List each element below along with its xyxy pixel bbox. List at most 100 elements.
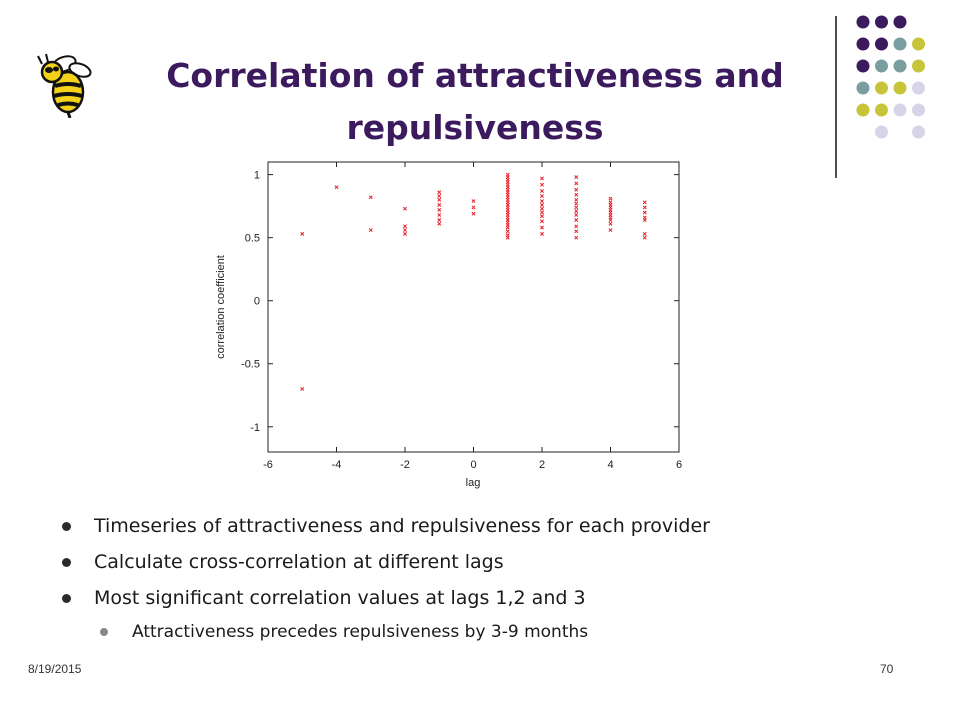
data-point xyxy=(403,228,407,233)
data-point xyxy=(608,228,613,233)
decorative-dot xyxy=(893,59,907,73)
data-point xyxy=(540,206,544,211)
data-point xyxy=(540,199,544,204)
slide-title: Correlation of attractiveness and repuls… xyxy=(150,50,800,154)
decorative-dot xyxy=(856,37,870,51)
data-point xyxy=(642,205,647,210)
data-point xyxy=(403,206,407,211)
data-point xyxy=(574,213,579,217)
data-point xyxy=(574,229,579,234)
data-point xyxy=(574,192,579,197)
bullet-item: Timeseries of attractiveness and repulsi… xyxy=(56,508,936,544)
decorative-dot xyxy=(912,103,925,117)
page-number: 70 xyxy=(880,662,894,676)
x-tick-label: -4 xyxy=(332,459,342,471)
data-point xyxy=(608,196,613,201)
data-point xyxy=(437,218,442,222)
decorative-dot xyxy=(856,59,870,73)
slide-title-line-2: repulsiveness xyxy=(346,108,604,147)
data-point xyxy=(437,197,442,202)
data-point xyxy=(540,182,544,187)
y-tick-label: 0.5 xyxy=(245,233,260,245)
decorative-dot xyxy=(912,125,925,139)
data-point xyxy=(437,194,442,198)
data-point xyxy=(334,185,339,190)
decorative-dot xyxy=(875,103,888,117)
data-point xyxy=(540,194,544,198)
y-tick-label: -0.5 xyxy=(241,359,260,371)
data-point xyxy=(608,221,613,226)
data-point xyxy=(368,195,373,200)
data-point xyxy=(437,202,442,207)
sub-bullet-item: Attractiveness precedes repulsiveness by… xyxy=(56,616,936,648)
decorative-dot xyxy=(875,125,888,139)
data-point xyxy=(574,205,579,210)
data-point xyxy=(540,219,544,224)
data-point xyxy=(642,235,647,240)
data-point xyxy=(437,213,442,217)
bullet-list: Timeseries of attractiveness and repulsi… xyxy=(56,508,936,648)
x-tick-label: 2 xyxy=(539,459,545,471)
data-point xyxy=(540,225,544,230)
y-tick-label: 0 xyxy=(254,296,260,308)
decorative-dot xyxy=(875,59,888,73)
y-tick-label: 1 xyxy=(254,170,260,182)
data-point xyxy=(540,176,544,181)
data-point xyxy=(642,210,647,215)
data-point xyxy=(471,199,476,204)
data-point xyxy=(540,214,544,219)
data-point xyxy=(574,181,579,186)
x-tick-label: 0 xyxy=(470,459,476,471)
scatter-chart: -1 -0.5 0 0.5 1 -6 -4 -2 0 2 4 6 correlation coeff… xyxy=(212,158,702,493)
data-point xyxy=(574,218,579,222)
footer-date: 8/19/2015 xyxy=(28,662,82,676)
data-point xyxy=(540,210,544,215)
data-point xyxy=(574,201,579,206)
data-point xyxy=(642,200,647,205)
x-axis-label: lag xyxy=(466,477,481,489)
decorative-dot xyxy=(875,81,888,95)
data-point xyxy=(574,197,579,202)
decorative-dot xyxy=(856,15,870,29)
x-tick-label: 6 xyxy=(676,459,682,471)
data-point xyxy=(300,387,305,391)
decorative-dot xyxy=(912,59,925,73)
data-point xyxy=(403,224,407,229)
decorative-dot xyxy=(856,81,870,95)
decorative-dot xyxy=(912,81,925,95)
data-point xyxy=(505,229,510,234)
data-point xyxy=(642,218,647,222)
decorative-dot xyxy=(893,81,907,95)
x-tick-label: -2 xyxy=(400,459,410,471)
bullet-item: Calculate cross-correlation at different… xyxy=(56,544,936,580)
data-point xyxy=(505,235,510,240)
data-point xyxy=(437,221,442,226)
data-point xyxy=(574,224,579,229)
y-axis-label: correlation coefficient xyxy=(215,255,227,359)
data-point xyxy=(540,231,544,236)
y-tick-label: -1 xyxy=(250,422,260,434)
data-point xyxy=(574,235,579,240)
decorative-dot xyxy=(893,37,907,51)
data-point xyxy=(471,211,476,216)
data-point xyxy=(642,231,647,236)
x-tick-label: 4 xyxy=(607,459,613,471)
data-point xyxy=(368,228,373,233)
decorative-dot xyxy=(893,103,907,117)
data-point xyxy=(505,225,510,230)
decorative-dot xyxy=(875,37,888,51)
data-point xyxy=(574,175,579,180)
data-point xyxy=(608,218,613,222)
bullet-item: Most significant correlation values at l… xyxy=(56,580,936,616)
decorative-divider xyxy=(835,16,837,178)
data-point xyxy=(300,231,305,236)
data-point xyxy=(540,189,544,193)
decorative-dot xyxy=(875,15,888,29)
plot-area-frame xyxy=(267,161,680,453)
slide-title-line-1: Correlation of attractiveness and xyxy=(166,56,784,95)
data-point xyxy=(574,209,579,214)
decorative-dot xyxy=(856,103,870,117)
data-point xyxy=(403,231,407,236)
data-point xyxy=(574,187,579,192)
data-point xyxy=(540,202,544,207)
